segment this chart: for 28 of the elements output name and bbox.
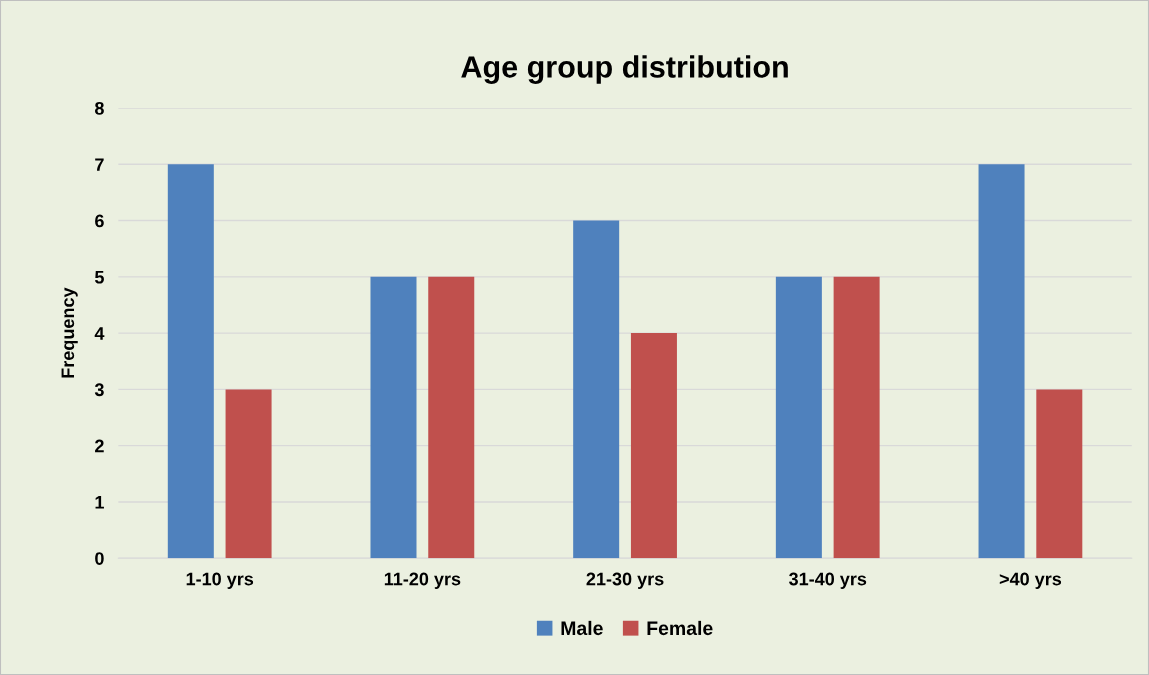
- bar: [630, 333, 677, 559]
- x-tick-label: 1-10 yrs: [186, 572, 254, 589]
- legend-label: Male: [561, 620, 603, 636]
- x-tick-label: >40 yrs: [999, 572, 1062, 589]
- y-tick-label: 1: [95, 496, 104, 509]
- y-tick-label: 0: [95, 552, 104, 565]
- y-tick-label: 7: [95, 158, 104, 171]
- x-tick-label: 21-30 yrs: [586, 572, 664, 589]
- y-tick-label: 5: [94, 270, 104, 284]
- bar: [833, 276, 880, 559]
- bar: [167, 164, 214, 559]
- y-tick-label: 2: [95, 439, 104, 453]
- bar: [1036, 389, 1083, 559]
- y-tick-label: 6: [95, 214, 104, 228]
- y-tick-label: 4: [94, 327, 105, 340]
- chart-title: Age group distribution: [461, 55, 788, 84]
- y-tick-label: 8: [94, 101, 104, 115]
- legend-label: Female: [647, 620, 713, 636]
- bar: [370, 276, 417, 559]
- y-axis-title: Frequency: [61, 287, 78, 378]
- y-tick-label: 3: [94, 383, 104, 397]
- bar: [775, 276, 822, 559]
- x-tick-label: 31-40 yrs: [789, 572, 867, 589]
- bar: [978, 164, 1025, 559]
- x-tick-label: 11-20 yrs: [384, 572, 461, 589]
- bar: [428, 276, 475, 559]
- bar: [573, 220, 620, 559]
- bar: [225, 389, 272, 559]
